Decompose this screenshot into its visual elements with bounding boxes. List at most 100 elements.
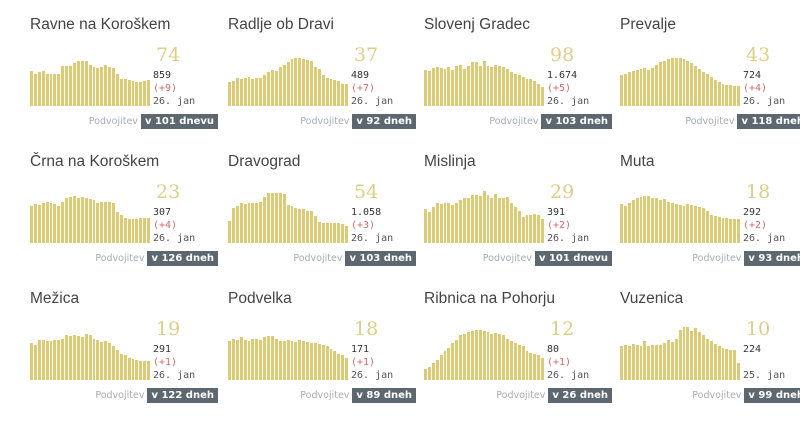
municipality-card[interactable]: Mežica 19 291 (+1) 26. jan Podvojitev v … (22, 274, 218, 404)
municipality-card[interactable]: Muta 18 292 (+2) 26. jan Podvojitev v 93… (612, 137, 800, 267)
bar (255, 78, 259, 106)
doubling-time: Podvojitev v 101 dnevu (89, 114, 218, 129)
bar (513, 207, 517, 243)
update-date: 26. jan (153, 96, 196, 107)
bar (459, 335, 463, 380)
bar (286, 62, 290, 106)
bar (115, 73, 119, 106)
bar (243, 203, 247, 243)
bar (333, 80, 337, 106)
doubling-label: Podvojitev (482, 253, 532, 264)
bar (337, 354, 341, 380)
bar (623, 73, 627, 106)
bar (61, 65, 65, 106)
bar (651, 345, 655, 380)
doubling-time: Podvojitev v 26 dneh (496, 388, 612, 403)
bar (259, 78, 263, 106)
municipality-card[interactable]: Ravne na Koroškem 74 859 (+9) 26. jan Po… (22, 0, 218, 130)
bar (659, 200, 662, 243)
municipality-card[interactable]: Dravograd 54 1.058 (+3) 26. jan Podvojit… (220, 137, 416, 267)
bar (310, 210, 313, 243)
bar (478, 65, 482, 106)
daily-change: (+1) (351, 357, 376, 368)
bar (498, 198, 502, 243)
doubling-time: Podvojitev v 103 dneh (489, 114, 612, 129)
bar (127, 219, 131, 243)
bar (267, 72, 270, 106)
bar (80, 61, 84, 106)
bar (65, 65, 69, 106)
update-date: 26. jan (547, 233, 590, 244)
active-cases-count: 12 (550, 318, 575, 340)
municipality-name: Mislinja (424, 153, 476, 170)
bar (482, 61, 486, 106)
active-cases-count: 29 (550, 181, 575, 203)
total-cases: 1.674 (547, 70, 578, 81)
municipality-card[interactable]: Prevalje 43 724 (+4) 26. jan Podvojitev … (612, 0, 800, 130)
bar (37, 339, 41, 380)
active-cases-bar-chart (424, 324, 545, 380)
active-cases-count: 18 (354, 318, 379, 340)
bar (694, 65, 698, 106)
bar (455, 65, 459, 106)
municipality-card[interactable]: Mislinja 29 391 (+2) 26. jan Podvojitev … (416, 137, 612, 267)
bar (123, 355, 127, 380)
doubling-label: Podvojitev (95, 253, 145, 264)
bar (702, 335, 705, 380)
bar (49, 202, 53, 243)
bar (424, 70, 427, 106)
active-cases-bar-chart (30, 324, 151, 380)
bar (100, 341, 104, 380)
bar (635, 70, 639, 106)
bar (69, 336, 72, 380)
daily-change: (+2) (547, 220, 572, 231)
bar (317, 221, 321, 243)
municipality-card[interactable]: Slovenj Gradec 98 1.674 (+5) 26. jan Pod… (416, 0, 612, 130)
bar (517, 210, 521, 243)
active-cases-bar-chart (30, 50, 151, 106)
bar (643, 340, 647, 380)
bar (123, 218, 127, 243)
bar (451, 204, 455, 243)
bar (478, 195, 482, 243)
total-cases: 489 (351, 70, 370, 81)
bar (486, 194, 490, 243)
bar (717, 346, 721, 380)
municipality-card[interactable]: Črna na Koroškem 23 307 (+4) 26. jan Pod… (22, 137, 218, 267)
bar (686, 61, 690, 106)
bar (506, 338, 509, 380)
bar (459, 64, 463, 106)
bar (517, 345, 521, 380)
active-cases-bar-chart (620, 50, 741, 106)
bar (61, 201, 65, 243)
bar (439, 203, 443, 243)
bar (721, 347, 725, 380)
update-date: 26. jan (547, 96, 590, 107)
bar (659, 345, 662, 380)
bar (455, 339, 459, 380)
daily-change: (+4) (743, 83, 768, 94)
bar (69, 197, 72, 243)
bar (231, 208, 235, 243)
doubling-badge: v 101 dnevu (140, 114, 218, 129)
bar (239, 337, 243, 380)
bar (310, 343, 313, 380)
bar (228, 340, 231, 380)
municipality-card[interactable]: Radlje ob Dravi 37 489 (+7) 26. jan Podv… (220, 0, 416, 130)
daily-change: (+9) (153, 83, 178, 94)
bar (655, 64, 659, 106)
bar (139, 218, 143, 243)
bar (247, 202, 251, 243)
bar (666, 201, 670, 243)
bar (525, 350, 529, 380)
municipality-card[interactable]: Ribnica na Pohorju 12 80 (+1) 26. jan Po… (416, 274, 612, 404)
doubling-time: Podvojitev v 103 dneh (293, 251, 416, 266)
municipality-card[interactable]: Podvelka 18 171 (+1) 26. jan Podvojitev … (220, 274, 416, 404)
doubling-label: Podvojitev (496, 390, 546, 401)
doubling-label: Podvojitev (95, 390, 145, 401)
municipality-card[interactable]: Vuzenica 10 224 25. jan Podvojitev v 99 … (612, 274, 800, 404)
bar (143, 218, 147, 243)
bar (435, 359, 439, 380)
bar (490, 66, 494, 106)
bar (674, 57, 678, 106)
